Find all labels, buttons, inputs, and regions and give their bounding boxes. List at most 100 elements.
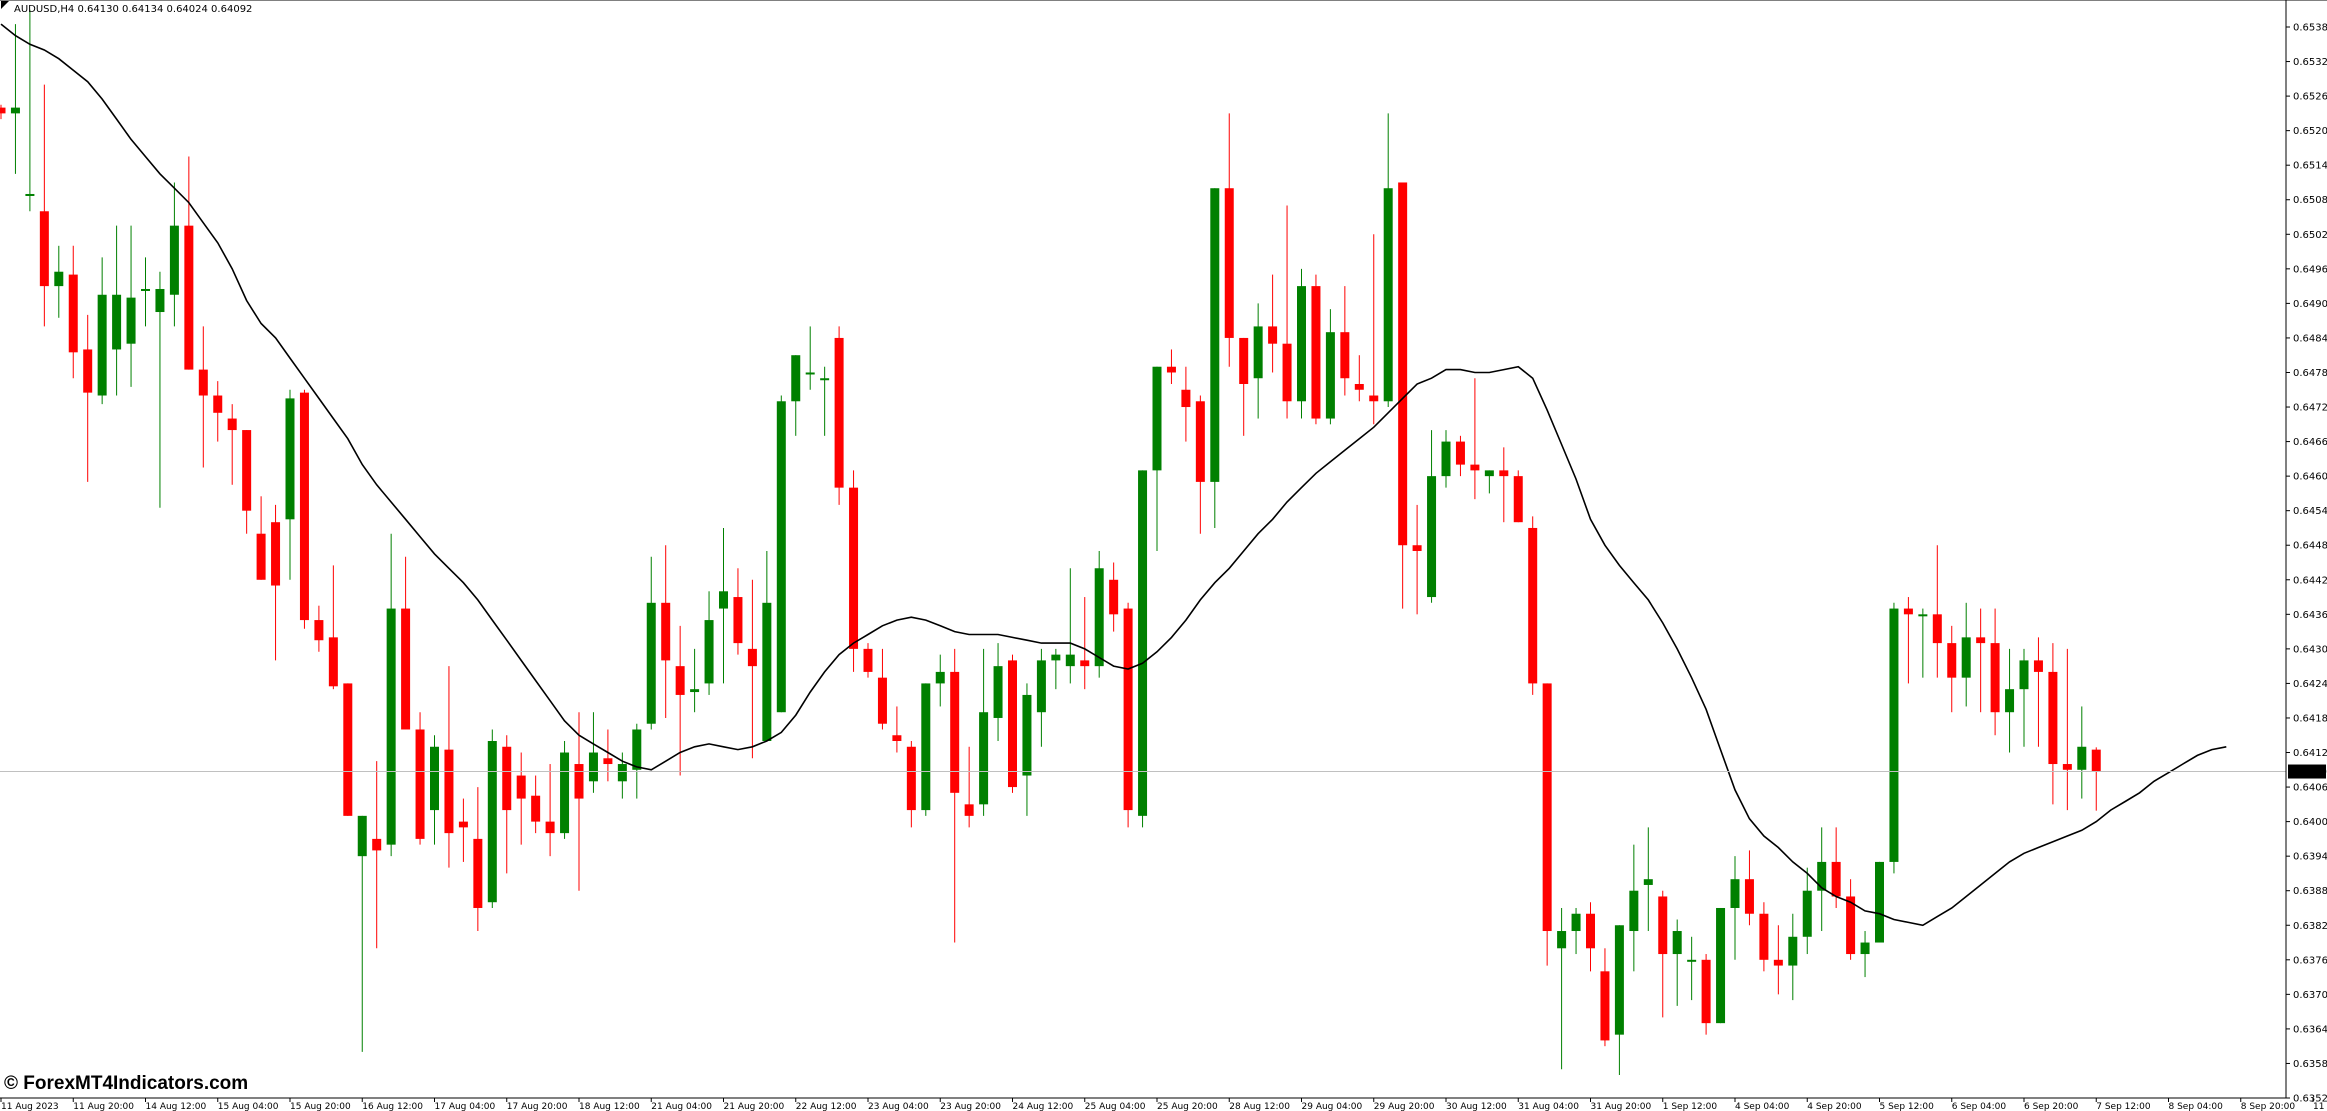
candle: [1932, 545, 1942, 678]
candle: [1383, 113, 1393, 408]
y-tick-label: 0.63705: [2293, 990, 2327, 1001]
candle: [1195, 395, 1205, 534]
candle-body: [661, 602, 671, 661]
candle: [1817, 827, 1827, 932]
candle: [1744, 850, 1754, 926]
candle-body: [863, 648, 873, 672]
candle-body: [169, 225, 179, 295]
candle: [1311, 274, 1321, 425]
candle: [1239, 337, 1249, 436]
candle-body: [1340, 332, 1350, 379]
x-tick-label: 14 Aug 12:00: [146, 1102, 207, 1111]
candle-body: [1846, 896, 1856, 955]
candle: [1513, 470, 1523, 523]
candle: [935, 654, 945, 707]
candle-body: [762, 602, 772, 742]
candle-body: [1528, 527, 1538, 684]
candle: [1224, 113, 1234, 367]
candle-body: [1080, 660, 1090, 667]
x-tick-label: 25 Aug 20:00: [1157, 1102, 1218, 1111]
candle-body: [227, 418, 237, 431]
x-tick-label: 15 Aug 04:00: [218, 1102, 279, 1111]
candle-body: [906, 746, 916, 811]
candle: [2091, 747, 2101, 811]
candle: [271, 504, 281, 661]
candle-body: [285, 398, 295, 520]
candle: [545, 764, 555, 857]
candle-body: [1065, 654, 1075, 667]
candle-body: [1976, 637, 1986, 644]
candle-body: [1123, 608, 1133, 811]
candle: [1586, 902, 1595, 972]
candle: [112, 225, 122, 396]
candle: [531, 775, 541, 834]
y-tick-label: 0.63885: [2293, 886, 2327, 897]
y-tick-label: 0.64905: [2293, 299, 2327, 310]
candle: [950, 648, 960, 943]
candle-body: [97, 294, 107, 396]
candle-body: [2005, 689, 2015, 713]
candle: [39, 84, 49, 327]
time-axis[interactable]: 11 Aug 2023 11 Aug 20:00 14 Aug 12:00 15 Au…: [0, 1098, 2327, 1111]
candle-body: [545, 821, 555, 834]
candle: [1672, 919, 1682, 1006]
x-tick-label: 24 Aug 12:00: [1013, 1102, 1074, 1111]
candle-body: [1614, 925, 1624, 1035]
y-tick-label: 0.63525: [2293, 1094, 2327, 1105]
candle: [1268, 274, 1278, 373]
candle: [719, 527, 728, 684]
candle: [198, 326, 208, 468]
candle-body: [1643, 879, 1653, 885]
candle: [328, 565, 338, 690]
candle: [690, 648, 700, 713]
candle-body: [357, 815, 367, 857]
candle-body: [1412, 545, 1422, 551]
candle-body: [1094, 568, 1104, 667]
candle-body: [1513, 476, 1523, 523]
candle-body: [1354, 384, 1364, 390]
candle: [169, 182, 179, 327]
price-axis[interactable]: 0.65385 0.65325 0.65265 0.65205 0.65145 0.650…: [2286, 23, 2327, 1105]
candle-body: [733, 597, 743, 644]
candle-body: [1990, 643, 2000, 713]
candle: [1629, 844, 1639, 972]
y-tick-label: 0.65025: [2293, 230, 2327, 241]
candle: [1123, 602, 1133, 828]
candle: [401, 556, 411, 730]
candle-body: [1860, 942, 1870, 955]
candle-body: [1166, 366, 1176, 373]
candle: [1398, 182, 1408, 609]
x-tick-label: 1 Sep 12:00: [1663, 1102, 1718, 1111]
candle: [762, 550, 772, 742]
x-tick-label: 4 Sep 20:00: [1807, 1102, 1862, 1111]
candle: [1658, 890, 1668, 1018]
candle: [357, 815, 367, 1052]
candle: [10, 24, 20, 174]
candle: [1687, 936, 1697, 1001]
x-tick-label: 8 Sep 04:00: [2169, 1102, 2224, 1111]
candle-body: [1918, 614, 1928, 617]
candle-body: [1701, 959, 1711, 1024]
candle-body: [646, 602, 656, 724]
candle-body: [877, 677, 887, 724]
candle-body: [820, 378, 830, 381]
candle: [1210, 188, 1220, 528]
x-tick-label: 5 Sep 12:00: [1880, 1102, 1935, 1111]
candle-body: [1932, 614, 1942, 644]
y-tick-label: 0.64185: [2293, 713, 2327, 724]
candle-body: [704, 620, 714, 684]
candle-body: [516, 775, 526, 799]
y-tick-label: 0.64425: [2293, 575, 2327, 586]
candle: [588, 712, 598, 793]
current-price-label: 0.64092: [2292, 767, 2327, 778]
chart-shift-arrow-icon: [1, 1, 9, 9]
candle: [704, 591, 714, 695]
candle: [892, 706, 902, 753]
candle-body: [2019, 660, 2029, 690]
candle: [2033, 637, 2043, 747]
candle: [617, 752, 627, 799]
candle: [473, 787, 483, 932]
y-tick-label: 0.64545: [2293, 506, 2327, 517]
moving-average-line: [0, 23, 2227, 927]
